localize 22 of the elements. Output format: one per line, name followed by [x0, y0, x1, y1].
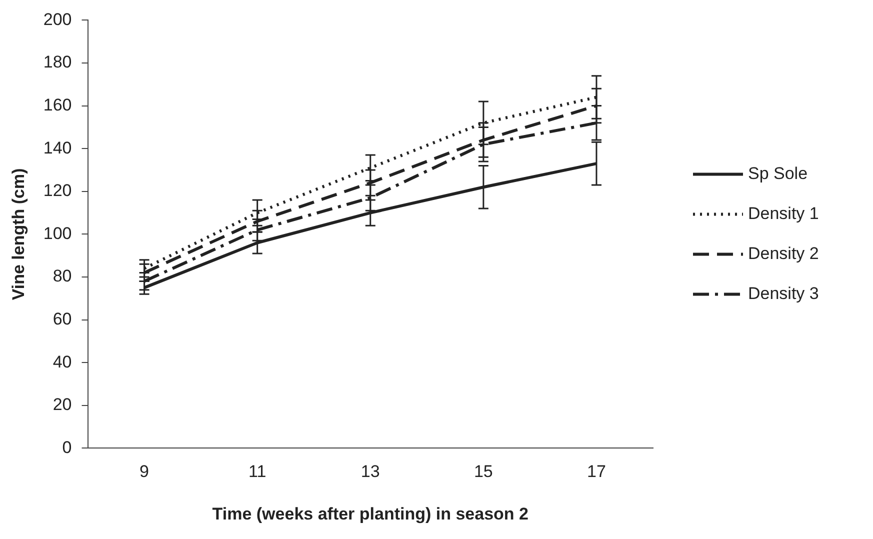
y-tick-label: 160 [43, 95, 72, 114]
y-tick-label: 40 [52, 352, 72, 372]
y-tick-label: 180 [43, 52, 72, 72]
y-axis-title: Vine length (cm) [8, 168, 28, 300]
x-tick-label: 13 [360, 462, 380, 482]
legend-label: Density 3 [748, 284, 819, 303]
y-tick-label: 80 [52, 266, 72, 286]
y-tick-label: 60 [52, 309, 72, 328]
legend-label: Sp Sole [748, 164, 808, 183]
legend-label: Density 2 [748, 244, 819, 263]
x-tick-label: 17 [587, 462, 606, 482]
y-tick-label: 20 [52, 395, 72, 414]
legend-label: Density 1 [748, 204, 819, 223]
x-tick-label: 15 [474, 462, 493, 482]
y-tick-label: 100 [43, 224, 72, 243]
x-tick-label: 9 [140, 462, 150, 482]
x-axis-title: Time (weeks after planting) in season 2 [212, 504, 528, 524]
y-tick-label: 120 [43, 181, 72, 200]
y-tick-label: 200 [43, 10, 72, 29]
x-tick-label: 11 [248, 462, 266, 482]
y-tick-label: 140 [43, 138, 72, 158]
y-tick-label: 0 [62, 438, 72, 457]
